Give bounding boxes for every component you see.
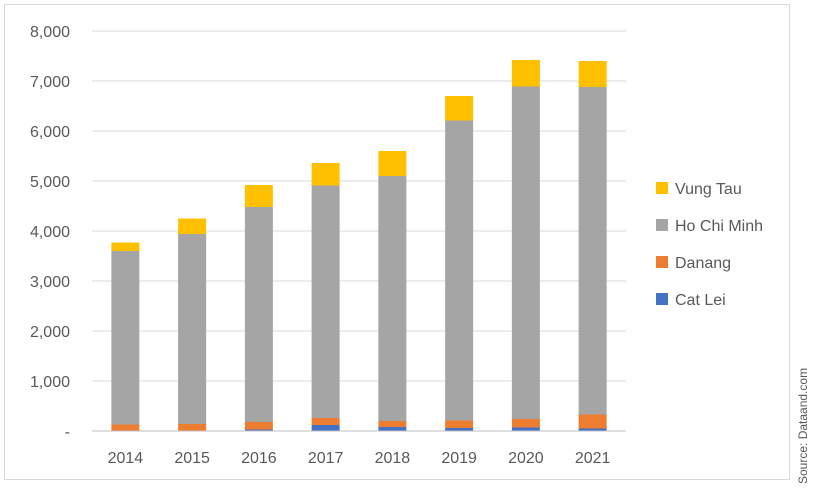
bar-segment-danang [378,421,407,427]
y-tick-label: 1,000 [30,374,70,391]
y-tick-label: 8,000 [30,24,70,41]
x-tick-label: 2016 [241,450,277,467]
bar-segment-ho-chi-minh [445,120,474,421]
legend-swatch [656,293,668,305]
bar-segment-danang [111,424,140,431]
bar-segment-ho-chi-minh [178,234,207,424]
bar-segment-cat-lei [578,428,607,431]
bar-segment-danang [511,419,540,428]
x-tick-label: 2017 [308,450,344,467]
y-tick-label: 5,000 [30,174,70,191]
bar-segment-ho-chi-minh [111,251,140,425]
legend-swatch [656,256,668,268]
bar-segment-vung-tau [378,151,407,176]
legend-label: Vung Tau [675,181,742,198]
bar-segment-vung-tau [111,242,140,251]
bar-segment-danang [244,422,273,430]
bar-segment-vung-tau [178,218,207,234]
bar-segment-vung-tau [511,60,540,87]
y-tick-label: 7,000 [30,74,70,91]
legend-swatch [656,219,668,231]
legend-label: Danang [675,255,731,272]
legend-swatch [656,182,668,194]
y-tick-label: 6,000 [30,124,70,141]
bar-segment-danang [178,424,207,431]
bar-segment-ho-chi-minh [511,86,540,419]
bar-segment-vung-tau [445,96,474,121]
x-tick-label: 2020 [508,450,544,467]
x-tick-label: 2015 [174,450,210,467]
legend-label: Ho Chi Minh [675,218,763,235]
y-tick-label: 4,000 [30,224,70,241]
y-tick-label: - [65,424,70,441]
source-note: Source: Dataand.com [796,367,810,484]
bar-segment-danang [578,414,607,429]
bar-segment-ho-chi-minh [578,87,607,415]
bar-segment-cat-lei [511,427,540,431]
bar-segment-danang [311,418,340,425]
bar-segment-cat-lei [378,427,407,431]
bar-segment-cat-lei [445,428,474,431]
x-tick-label: 2019 [441,450,477,467]
y-tick-label: 3,000 [30,274,70,291]
bar-segment-danang [445,420,474,428]
bar-segment-cat-lei [244,429,273,431]
bar-segment-vung-tau [578,61,607,87]
bar-segment-ho-chi-minh [378,176,407,421]
bar-segment-ho-chi-minh [244,207,273,422]
bar-segment-vung-tau [244,185,273,207]
bar-segment-ho-chi-minh [311,185,340,418]
legend-label: Cat Lei [675,292,726,309]
bar-segment-cat-lei [311,425,340,431]
x-tick-label: 2014 [108,450,144,467]
x-tick-label: 2021 [575,450,611,467]
x-tick-label: 2018 [375,450,411,467]
y-tick-label: 2,000 [30,324,70,341]
bar-segment-vung-tau [311,163,340,186]
